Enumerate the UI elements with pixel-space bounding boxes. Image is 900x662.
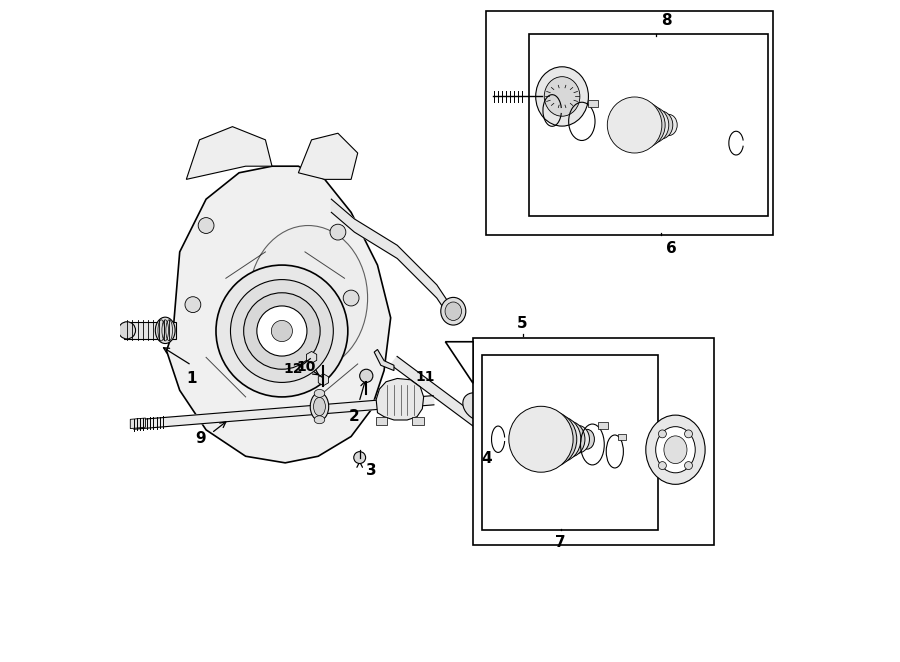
Ellipse shape: [523, 449, 559, 490]
Polygon shape: [376, 379, 424, 420]
Ellipse shape: [463, 393, 493, 421]
Bar: [618, 434, 626, 440]
Ellipse shape: [538, 416, 580, 462]
Ellipse shape: [621, 102, 665, 148]
Ellipse shape: [536, 67, 589, 126]
Ellipse shape: [156, 317, 176, 344]
Bar: [412, 416, 424, 424]
Bar: [123, 322, 176, 339]
Circle shape: [547, 454, 553, 461]
Circle shape: [685, 430, 692, 438]
Circle shape: [216, 265, 347, 397]
Bar: [375, 416, 387, 424]
Ellipse shape: [441, 297, 466, 325]
Polygon shape: [130, 418, 146, 428]
Polygon shape: [186, 126, 272, 179]
Text: 11: 11: [415, 370, 435, 384]
Circle shape: [528, 478, 535, 485]
Circle shape: [528, 454, 535, 461]
Text: 3: 3: [365, 463, 376, 478]
Ellipse shape: [508, 406, 573, 472]
Text: 1: 1: [186, 371, 197, 385]
Ellipse shape: [646, 415, 705, 485]
Ellipse shape: [661, 115, 677, 136]
Ellipse shape: [580, 430, 594, 449]
Polygon shape: [133, 396, 434, 429]
Circle shape: [230, 279, 333, 383]
Text: 7: 7: [555, 536, 566, 550]
Ellipse shape: [648, 111, 673, 139]
Circle shape: [272, 320, 292, 342]
Circle shape: [343, 290, 359, 306]
Circle shape: [198, 218, 214, 234]
Ellipse shape: [529, 455, 553, 483]
Circle shape: [330, 224, 346, 240]
Circle shape: [547, 478, 553, 485]
Ellipse shape: [314, 416, 325, 424]
Ellipse shape: [446, 302, 462, 320]
Circle shape: [685, 461, 692, 469]
Polygon shape: [331, 199, 450, 318]
Bar: [482, 355, 658, 530]
Ellipse shape: [544, 77, 580, 117]
Text: 9: 9: [195, 431, 206, 446]
Circle shape: [360, 369, 373, 383]
Ellipse shape: [524, 411, 577, 467]
Text: 2: 2: [349, 409, 360, 424]
Circle shape: [659, 461, 666, 469]
Circle shape: [354, 451, 365, 463]
Bar: [589, 100, 598, 107]
Ellipse shape: [664, 436, 687, 463]
Text: 4: 4: [481, 451, 491, 466]
Text: 8: 8: [661, 13, 671, 28]
Bar: [486, 11, 773, 236]
Circle shape: [244, 293, 320, 369]
Text: 12: 12: [284, 362, 303, 376]
Ellipse shape: [313, 397, 326, 416]
Polygon shape: [446, 342, 473, 383]
Text: 5: 5: [518, 316, 527, 331]
Ellipse shape: [608, 97, 662, 153]
Ellipse shape: [249, 226, 367, 371]
Ellipse shape: [656, 426, 695, 473]
Ellipse shape: [566, 426, 590, 453]
Text: 10: 10: [297, 360, 316, 374]
Polygon shape: [299, 133, 357, 179]
Ellipse shape: [314, 389, 325, 397]
Bar: [598, 422, 608, 429]
Polygon shape: [166, 166, 391, 463]
Bar: [529, 34, 768, 216]
Ellipse shape: [310, 393, 328, 420]
Polygon shape: [391, 356, 539, 471]
Circle shape: [659, 430, 666, 438]
Circle shape: [256, 306, 307, 356]
Text: 6: 6: [666, 242, 677, 256]
Bar: [473, 338, 714, 545]
Circle shape: [119, 322, 136, 339]
Polygon shape: [374, 350, 394, 371]
Ellipse shape: [634, 107, 669, 144]
Ellipse shape: [553, 421, 585, 457]
Circle shape: [185, 297, 201, 312]
